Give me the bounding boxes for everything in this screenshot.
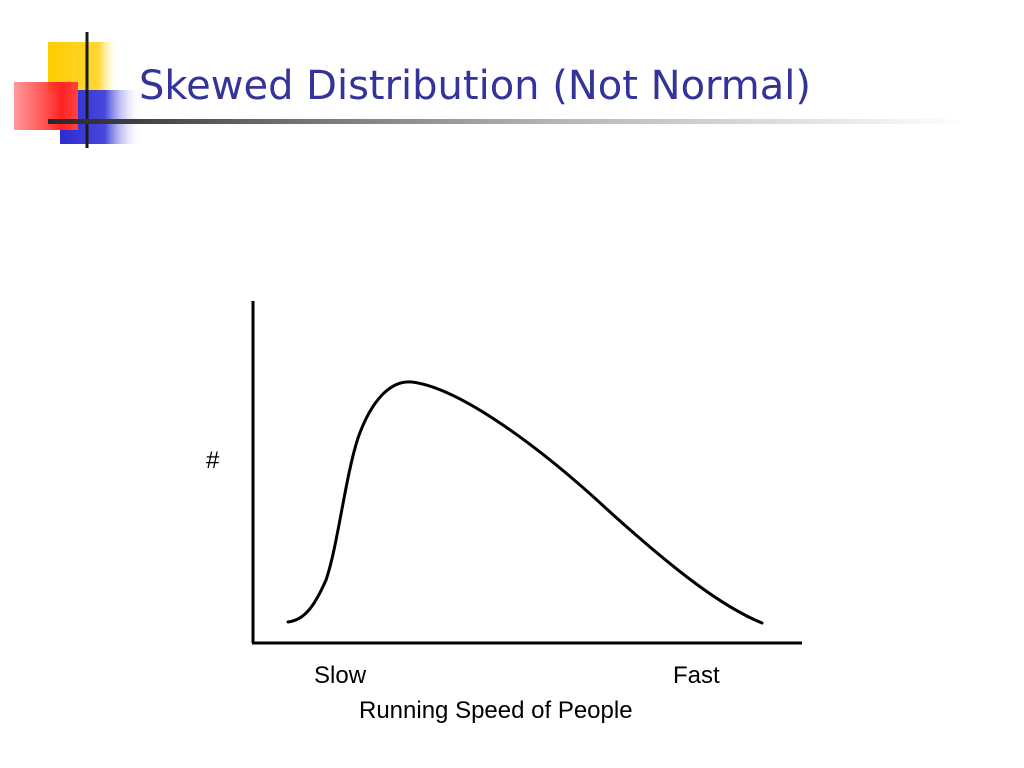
title-underline <box>48 119 968 124</box>
x-axis-high-label: Fast <box>673 662 720 689</box>
title-decoration <box>14 32 142 148</box>
slide-title: Skewed Distribution (Not Normal) <box>139 63 811 109</box>
y-axis-label: # <box>206 447 220 474</box>
x-axis-low-label: Slow <box>314 662 367 689</box>
distribution-curve <box>286 380 764 625</box>
x-axis-label: Running Speed of People <box>359 697 633 724</box>
